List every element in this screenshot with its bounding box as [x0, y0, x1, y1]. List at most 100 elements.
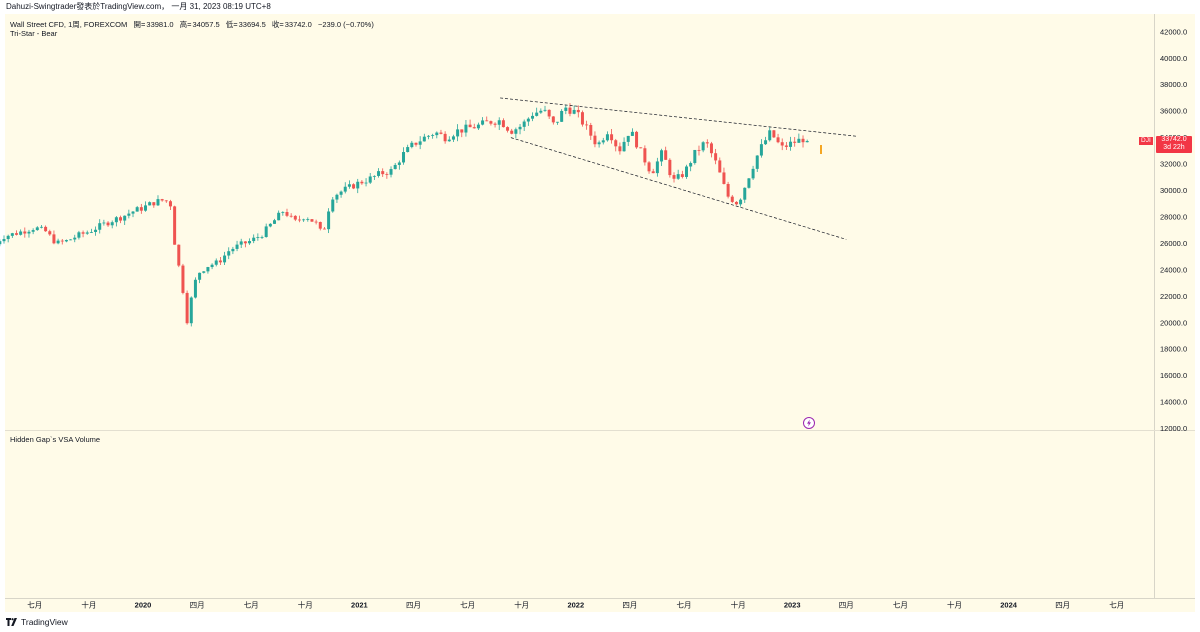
candle-body — [514, 129, 518, 134]
candle-body — [2, 239, 6, 242]
candle-body — [439, 132, 443, 134]
candle-body — [23, 231, 27, 234]
candle-body — [585, 124, 589, 126]
candle-body — [131, 211, 135, 214]
candle-body — [739, 199, 743, 205]
candle-body — [414, 142, 418, 145]
candle-body — [622, 141, 626, 152]
candle-body — [493, 123, 497, 125]
candle-body — [19, 231, 23, 235]
candle-body — [347, 184, 351, 187]
candle-body — [476, 124, 480, 129]
candle-body — [10, 233, 14, 236]
time-tick-label: 十月 — [731, 600, 746, 610]
candle-body — [460, 129, 464, 133]
time-axis[interactable] — [5, 598, 1195, 612]
candle-body — [73, 237, 77, 240]
candle-body — [139, 207, 143, 211]
lightning-icon[interactable] — [803, 417, 815, 429]
chart-pane[interactable] — [5, 14, 1155, 598]
candle-body — [764, 140, 768, 145]
candle-body — [481, 120, 485, 125]
time-tick-label: 四月 — [190, 601, 205, 610]
time-tick-label: 2023 — [784, 601, 801, 610]
candle-body — [793, 141, 797, 143]
candle-body — [168, 201, 172, 207]
tradingview-branding[interactable]: TradingView — [6, 617, 68, 627]
candle-body — [214, 260, 218, 265]
candle-body — [618, 146, 622, 152]
price-tick-label: 28000.0 — [1160, 212, 1187, 221]
time-tick-label: 2020 — [135, 601, 152, 610]
candle-body — [718, 160, 722, 173]
last-price-value: 33742.0 — [1161, 136, 1187, 143]
candle-body — [223, 255, 227, 263]
candle-body — [701, 142, 705, 151]
candle-body — [801, 138, 805, 143]
candle-body — [501, 120, 505, 128]
indicator-tri-star[interactable]: Tri-Star - Bear — [10, 29, 58, 38]
candle-body — [456, 129, 460, 137]
candle-body — [268, 223, 272, 227]
candle-body — [152, 202, 156, 206]
candle-body — [181, 265, 185, 293]
candle-body — [202, 271, 206, 273]
candle-body — [560, 110, 564, 122]
price-tick-label: 24000.0 — [1160, 265, 1187, 274]
candle-body — [759, 144, 763, 156]
candle-body — [119, 217, 123, 221]
legend-open-value: 33981.0 — [146, 20, 174, 29]
candle-body — [805, 141, 809, 143]
candle-body — [318, 222, 322, 229]
candle-body — [610, 134, 614, 141]
time-tick-label: 四月 — [839, 601, 854, 610]
candle-body — [676, 174, 680, 179]
candle-body — [589, 125, 593, 136]
tradingview-brand-text: TradingView — [21, 617, 68, 627]
candle-body — [27, 231, 31, 234]
candle-body — [468, 124, 472, 128]
pane-separator[interactable] — [5, 430, 1195, 431]
candle-body — [635, 131, 639, 148]
trendline[interactable] — [510, 137, 847, 240]
candle-body — [772, 130, 776, 138]
candle-body — [572, 109, 576, 114]
candle-body — [177, 244, 181, 266]
candle-body — [48, 231, 52, 235]
candle-body — [614, 140, 618, 147]
candle-body — [364, 182, 368, 184]
candle-body — [518, 126, 522, 130]
candle-body — [668, 159, 672, 176]
badge-symbol: DJI — [1141, 137, 1151, 144]
legend-open-label: 開= — [133, 20, 146, 29]
time-tick-label: 七月 — [27, 601, 42, 610]
candle-body — [709, 143, 713, 154]
candle-body — [435, 132, 439, 136]
legend-symbol[interactable]: Wall Street CFD, 1周, FOREXCOM — [10, 20, 128, 29]
candle-body — [306, 219, 310, 220]
indicator-vsa-volume[interactable]: Hidden Gap`s VSA Volume — [10, 435, 101, 444]
price-tick-label: 14000.0 — [1160, 398, 1187, 407]
bar-countdown: 3d 22h — [1163, 144, 1185, 151]
candle-body — [352, 184, 356, 189]
legend-high-value: 34057.5 — [192, 20, 220, 29]
candle-body — [277, 212, 281, 221]
candle-body — [630, 131, 634, 136]
candle-body — [135, 207, 139, 212]
candle-body — [551, 116, 555, 123]
candle-body — [451, 136, 455, 140]
time-tick-label: 七月 — [244, 601, 259, 610]
candle-body — [664, 150, 668, 160]
candle-body — [689, 163, 693, 167]
candle-body — [531, 115, 535, 119]
candle-body — [102, 222, 106, 224]
time-tick-label: 十月 — [947, 600, 962, 610]
candle-body — [747, 178, 751, 188]
time-tick-label: 2024 — [1000, 601, 1018, 610]
price-axis[interactable] — [1155, 14, 1195, 598]
candle-body — [148, 202, 152, 206]
candle-body — [422, 136, 426, 142]
candle-body — [393, 164, 397, 170]
candle-body — [193, 279, 197, 298]
